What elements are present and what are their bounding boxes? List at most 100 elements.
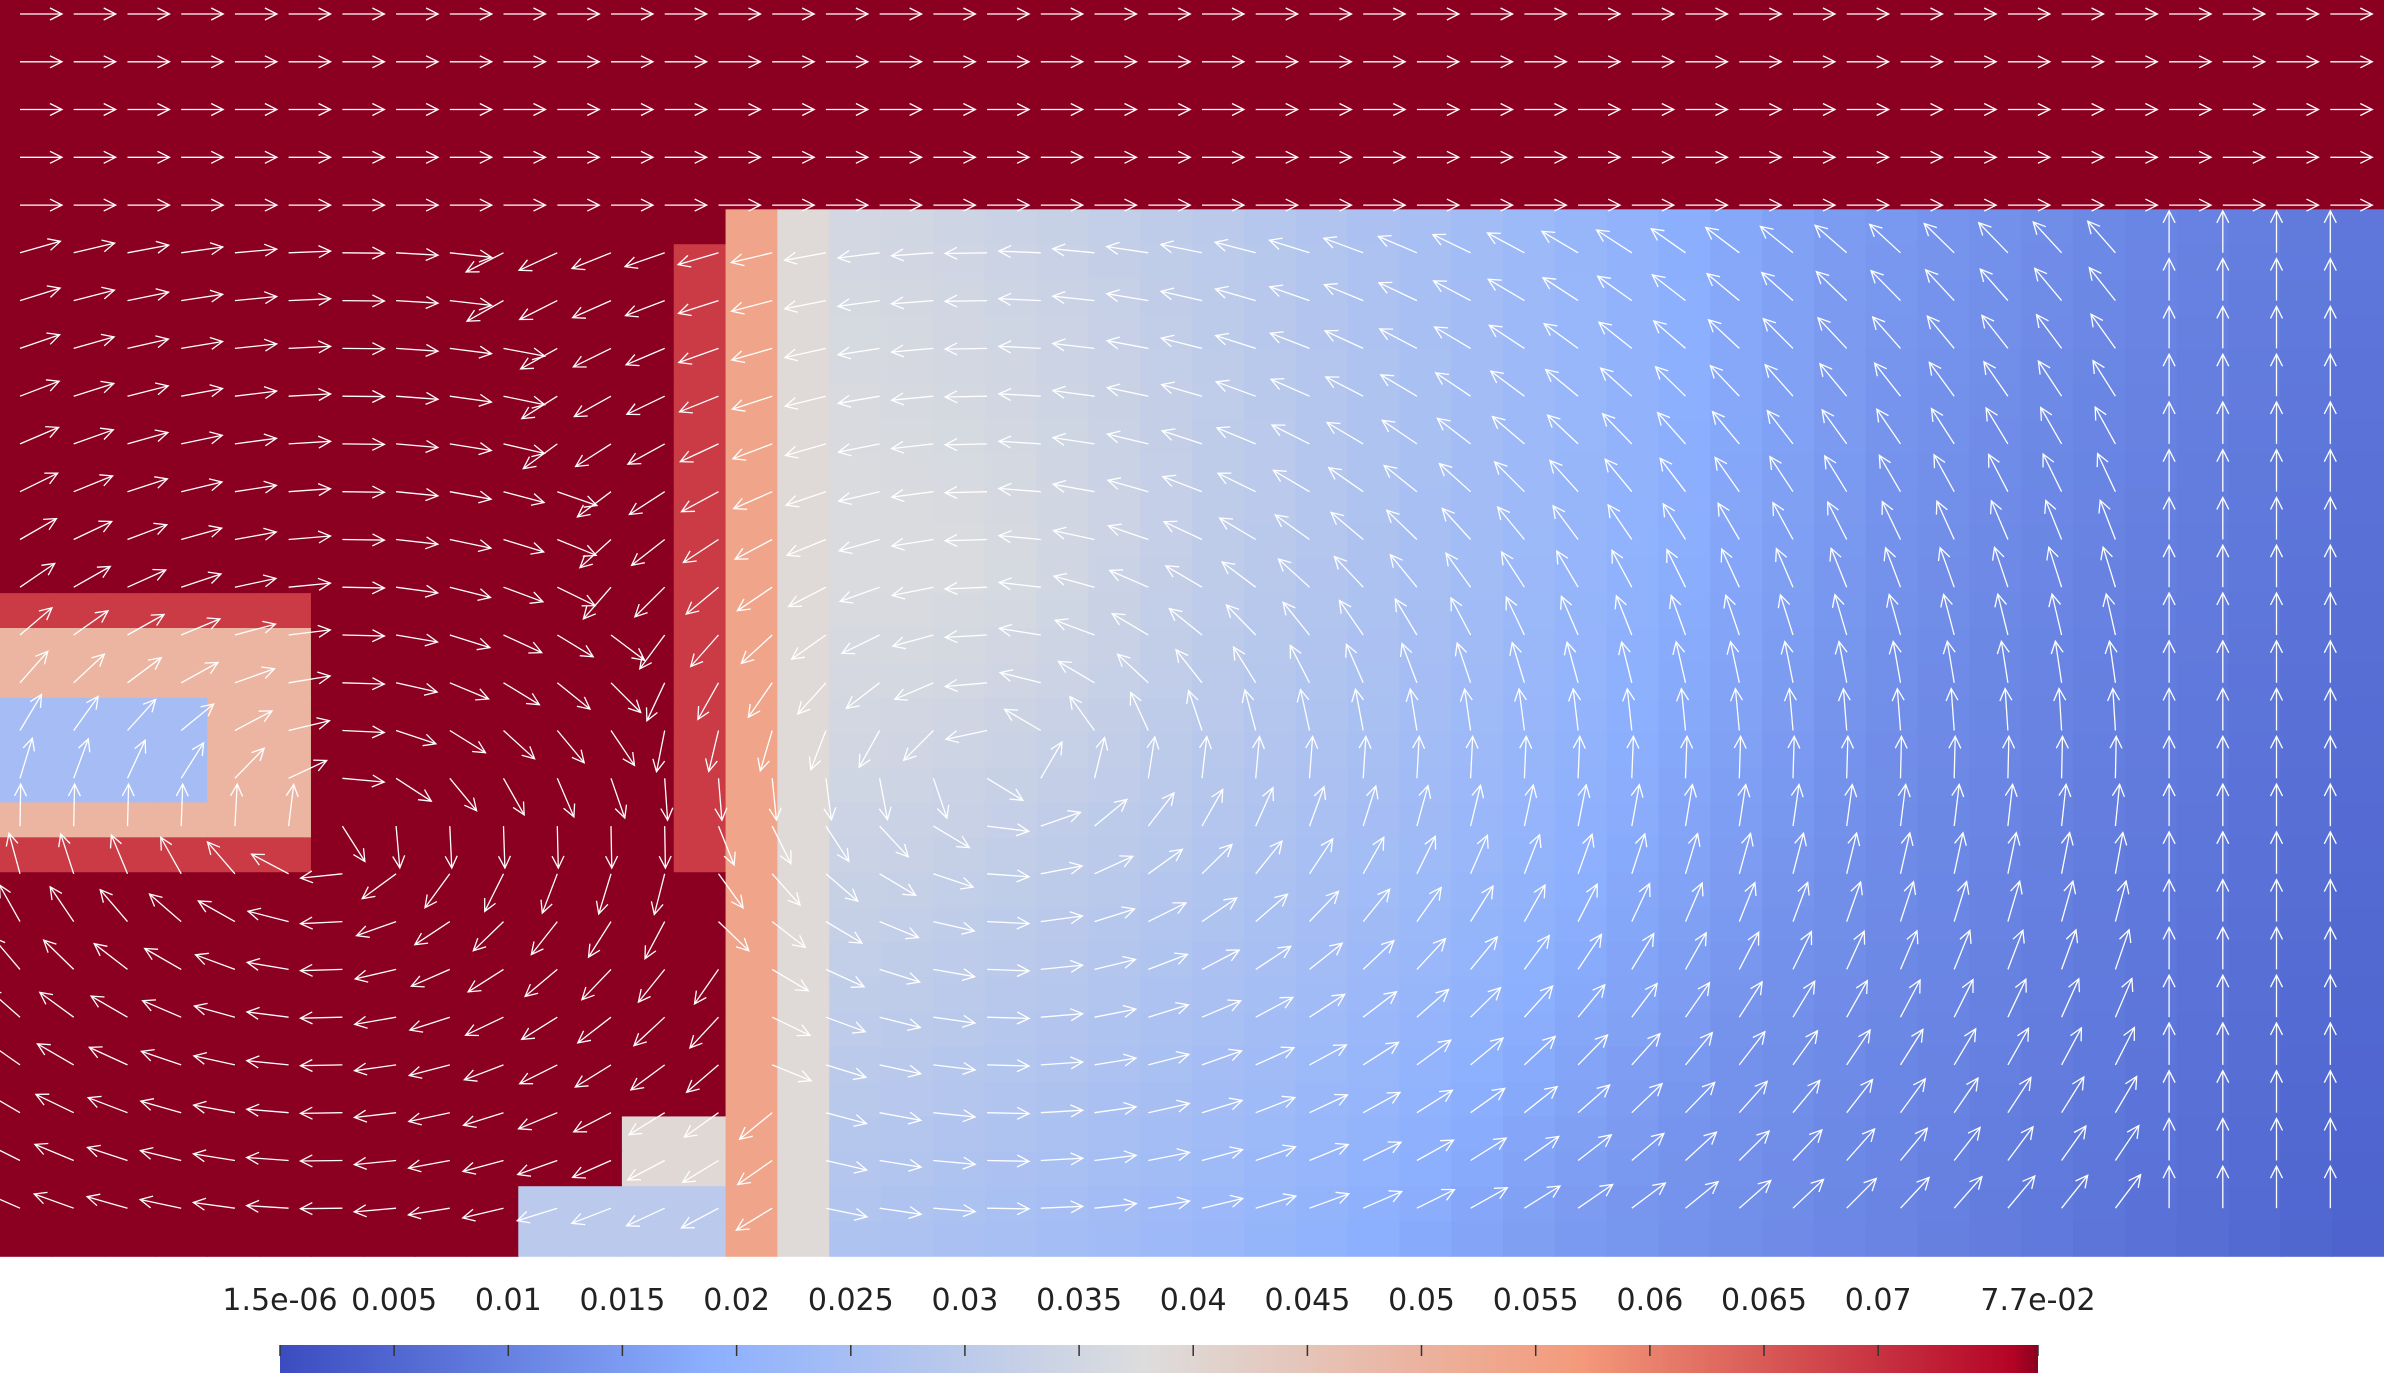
- field-cell: [1192, 1012, 1245, 1048]
- field-cell: [1296, 70, 1349, 106]
- field-cell: [1503, 698, 1556, 734]
- field-cell: [674, 977, 727, 1013]
- field-cell: [829, 1082, 882, 1118]
- field-cell: [2021, 70, 2074, 106]
- field-cell: [415, 1012, 468, 1048]
- field-cell: [726, 593, 779, 629]
- field-cell: [1762, 907, 1815, 943]
- field-cell: [1192, 942, 1245, 978]
- field-cell: [363, 279, 416, 315]
- field-cell: [155, 663, 208, 699]
- field-cell: [933, 977, 986, 1013]
- field-cell: [622, 1082, 675, 1118]
- field-cell: [2280, 349, 2333, 385]
- field-cell: [0, 907, 53, 943]
- field-cell: [1918, 1221, 1971, 1257]
- field-cell: [829, 1116, 882, 1152]
- field-cell: [1451, 0, 1504, 36]
- field-cell: [2021, 1012, 2074, 1048]
- field-cell: [2229, 1151, 2282, 1187]
- field-cell: [2229, 1186, 2282, 1222]
- field-cell: [2332, 209, 2384, 245]
- field-cell: [1555, 0, 1608, 36]
- field-cell: [2332, 733, 2384, 769]
- field-cell: [1918, 314, 1971, 350]
- field-cell: [1037, 1116, 1090, 1152]
- field-cell: [1140, 942, 1193, 978]
- field-cell: [1244, 663, 1297, 699]
- field-cell: [518, 0, 571, 36]
- field-cell: [2177, 1047, 2230, 1083]
- field-cell: [1451, 977, 1504, 1013]
- field-cell: [2073, 454, 2126, 490]
- field-cell: [1296, 907, 1349, 943]
- field-cell: [259, 698, 312, 734]
- field-cell: [104, 244, 157, 280]
- field-cell: [0, 1221, 53, 1257]
- field-cell: [1866, 768, 1919, 804]
- field-cell: [2332, 1186, 2384, 1222]
- field-cell: [777, 314, 830, 350]
- field-cell: [52, 488, 105, 524]
- field-cell: [104, 558, 157, 594]
- field-cell: [155, 907, 208, 943]
- field-cell: [570, 279, 623, 315]
- field-cell: [363, 488, 416, 524]
- field-cell: [622, 279, 675, 315]
- field-cell: [1140, 419, 1193, 455]
- field-cell: [829, 35, 882, 71]
- field-cell: [2229, 663, 2282, 699]
- colorbar-tick-label: 0.005: [351, 1283, 437, 1318]
- field-cell: [415, 768, 468, 804]
- field-cell: [985, 314, 1038, 350]
- field-cell: [933, 523, 986, 559]
- field-cell: [2332, 593, 2384, 629]
- field-cell: [155, 314, 208, 350]
- field-cell: [2073, 663, 2126, 699]
- field-cell: [1037, 942, 1090, 978]
- field-cell: [1140, 523, 1193, 559]
- field-cell: [1710, 70, 1763, 106]
- field-cell: [2177, 454, 2230, 490]
- field-cell: [2332, 70, 2384, 106]
- field-cell: [518, 384, 571, 420]
- field-cell: [52, 0, 105, 36]
- field-cell: [622, 907, 675, 943]
- field-cell: [985, 349, 1038, 385]
- field-cell: [259, 209, 312, 245]
- field-cell: [1399, 279, 1452, 315]
- field-cell: [1918, 663, 1971, 699]
- field-cell: [1658, 802, 1711, 838]
- field-cell: [881, 279, 934, 315]
- field-cell: [1658, 454, 1711, 490]
- field-cell: [2332, 35, 2384, 71]
- field-cell: [622, 349, 675, 385]
- field-cell: [1555, 70, 1608, 106]
- field-cell: [1555, 768, 1608, 804]
- field-cell: [155, 454, 208, 490]
- field-cell: [2332, 1151, 2384, 1187]
- field-cell: [1969, 593, 2022, 629]
- field-cell: [1814, 244, 1867, 280]
- field-cell: [2332, 768, 2384, 804]
- field-cell: [1140, 593, 1193, 629]
- field-cell: [466, 419, 519, 455]
- field-cell: [1710, 1047, 1763, 1083]
- field-cell: [1866, 907, 1919, 943]
- field-cell: [726, 802, 779, 838]
- field-cell: [2229, 454, 2282, 490]
- field-cell: [1244, 733, 1297, 769]
- field-cell: [829, 663, 882, 699]
- field-cell: [207, 279, 260, 315]
- field-cell: [829, 70, 882, 106]
- field-cell: [2021, 244, 2074, 280]
- field-cell: [777, 1221, 830, 1257]
- field-cell: [1451, 35, 1504, 71]
- field-cell: [1658, 70, 1711, 106]
- field-cell: [1969, 698, 2022, 734]
- field-cell: [1710, 558, 1763, 594]
- field-cell: [933, 663, 986, 699]
- field-cell: [1037, 872, 1090, 908]
- field-cell: [829, 279, 882, 315]
- field-cell: [259, 768, 312, 804]
